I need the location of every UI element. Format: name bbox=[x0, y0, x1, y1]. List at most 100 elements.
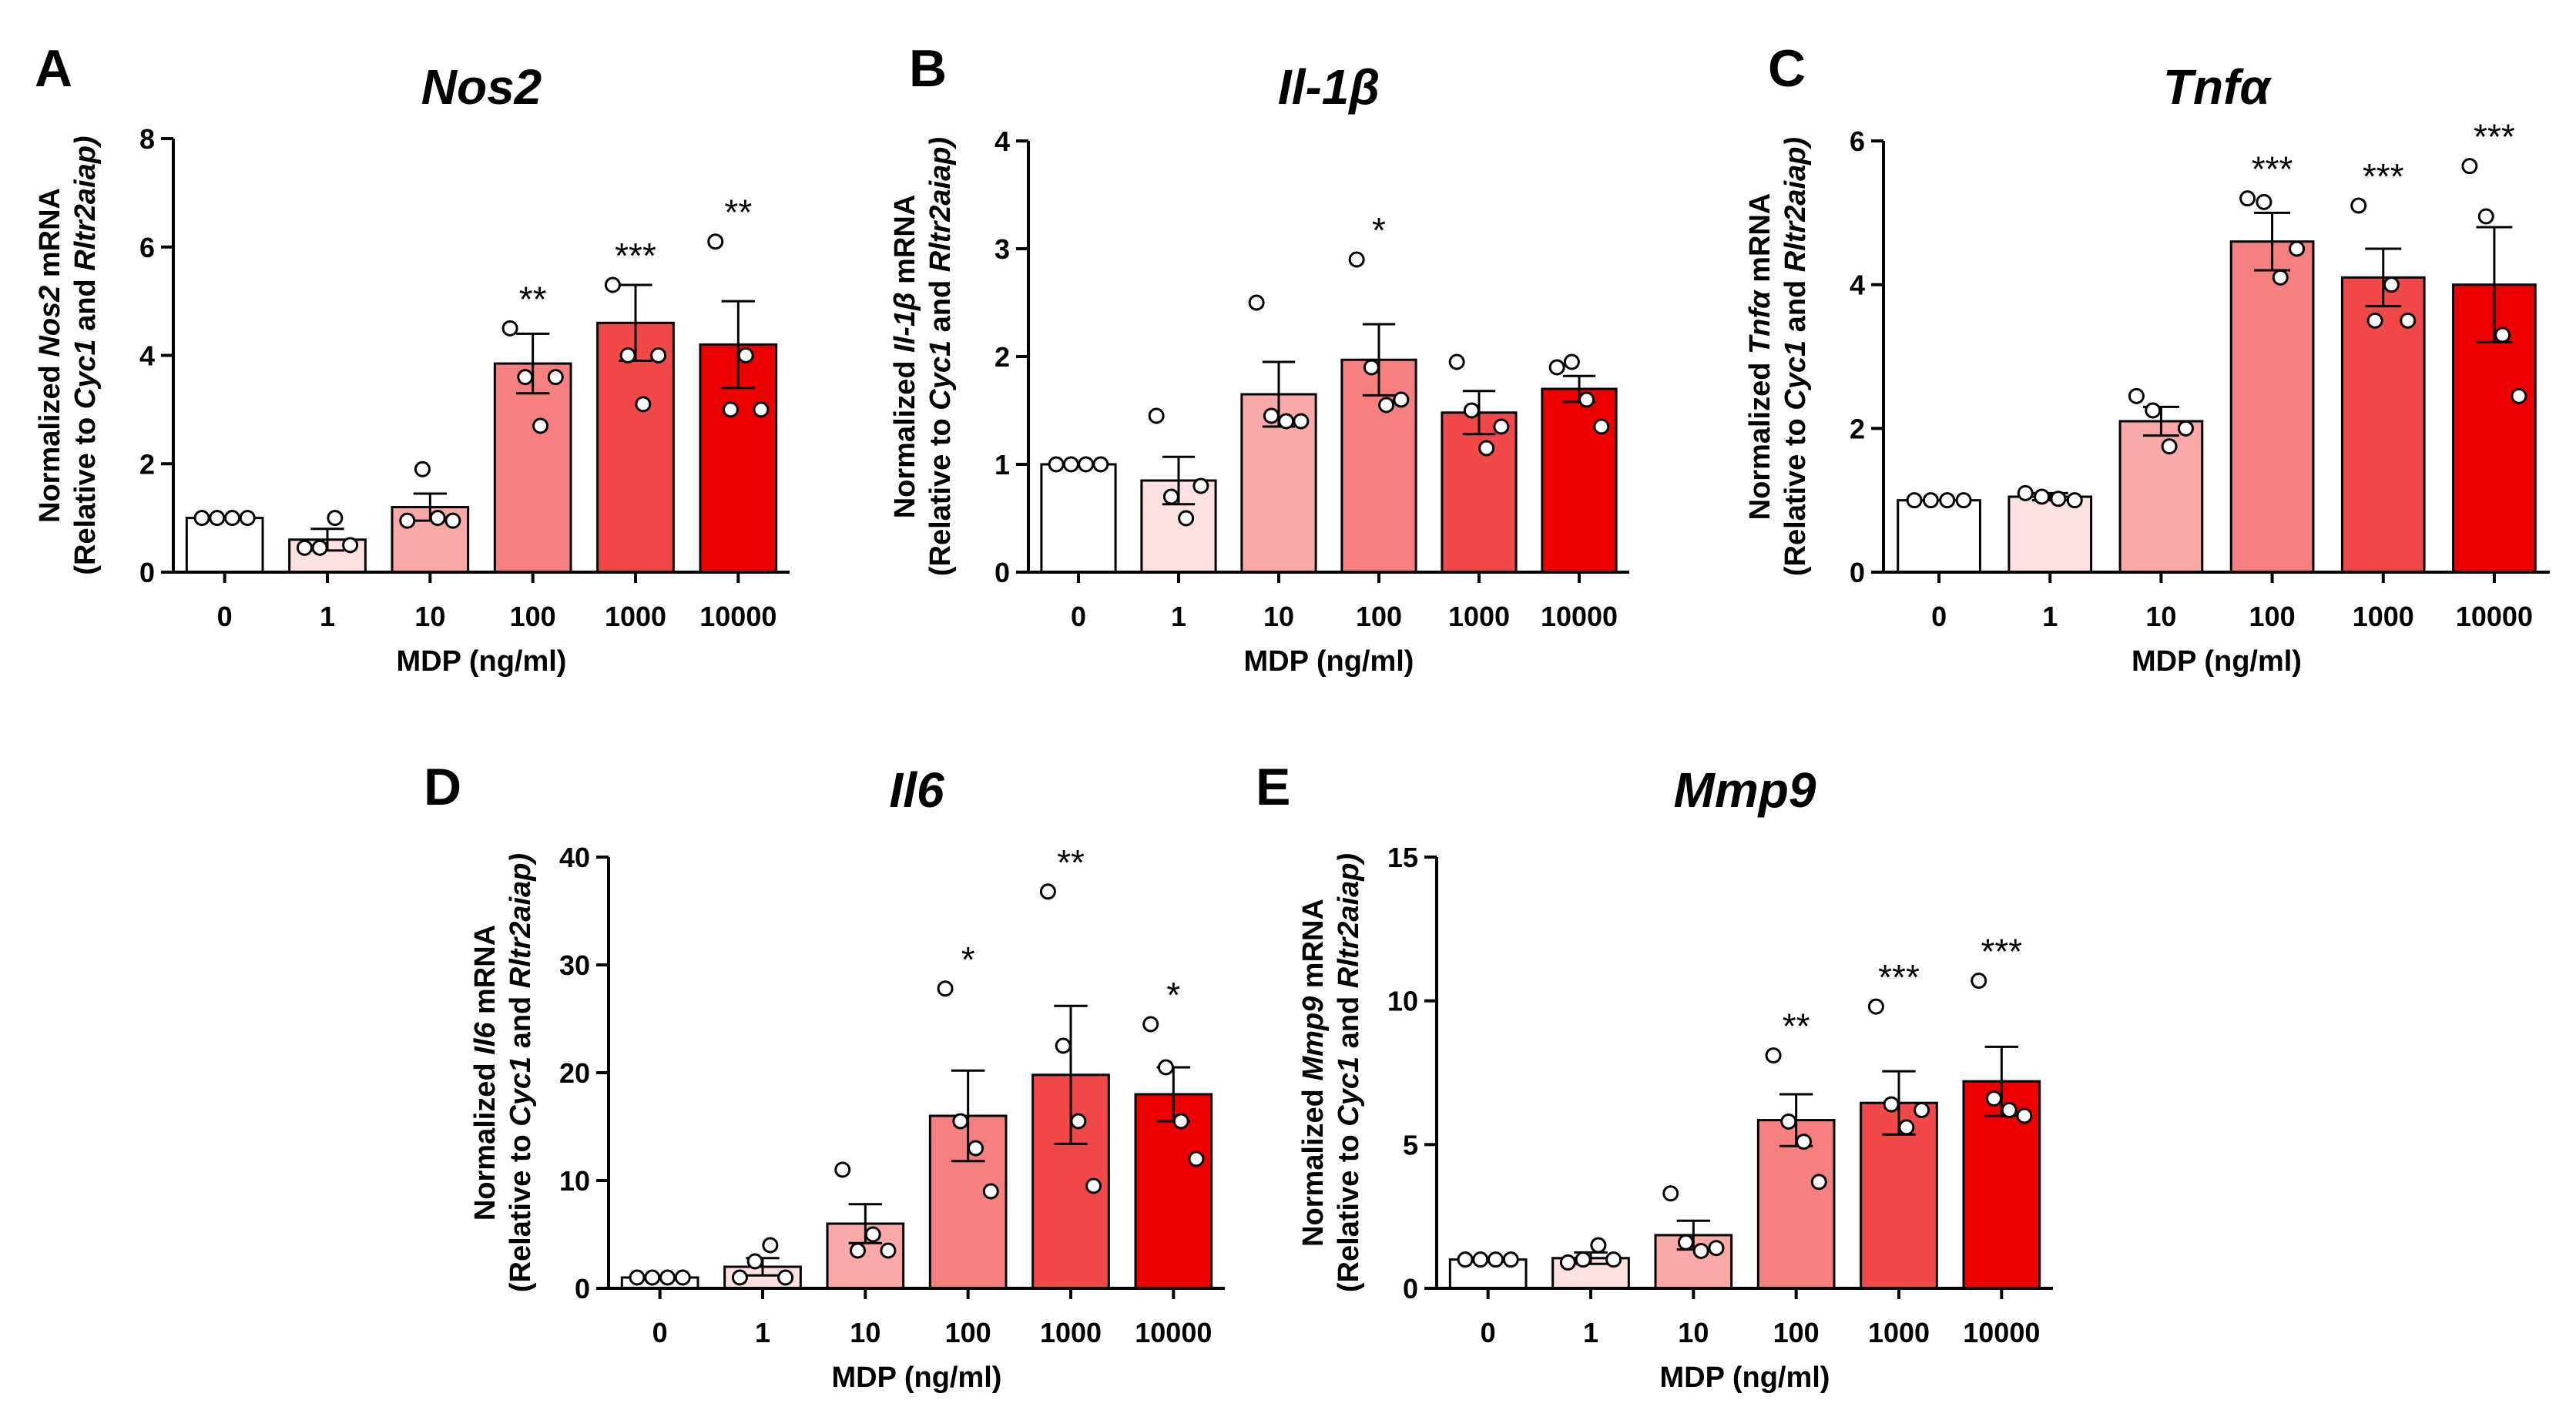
bar bbox=[699, 343, 778, 574]
x-tick-label: 0 bbox=[217, 601, 233, 632]
bar bbox=[2229, 240, 2315, 574]
x-tick-label: 1 bbox=[2042, 601, 2058, 632]
y-tick-label: 0 bbox=[139, 557, 155, 588]
y-tick-label: 10 bbox=[559, 1165, 590, 1197]
data-point bbox=[1070, 1113, 1087, 1130]
data-point bbox=[1055, 1037, 1072, 1054]
y-axis-label-part: and bbox=[924, 272, 957, 340]
y-axis-label-part: Rltr2aiap) bbox=[1333, 853, 1365, 988]
data-point bbox=[2350, 197, 2367, 214]
data-point bbox=[1142, 1016, 1159, 1033]
data-point bbox=[1078, 456, 1095, 473]
y-axis-label-part: mRNA bbox=[469, 925, 501, 1023]
x-tick-label: 1000 bbox=[1448, 601, 1510, 632]
y-axis-label-part: Cyc1 bbox=[924, 340, 957, 410]
data-point bbox=[968, 1140, 984, 1157]
data-point bbox=[849, 1242, 866, 1259]
y-tick-label: 3 bbox=[995, 233, 1010, 265]
data-point bbox=[1548, 359, 1565, 376]
y-axis-label-part: Mmp9 bbox=[1297, 996, 1330, 1081]
data-point bbox=[1178, 510, 1195, 527]
data-point bbox=[731, 1269, 748, 1286]
data-point bbox=[2272, 269, 2289, 286]
y-tick-label: 30 bbox=[559, 949, 590, 981]
y-axis-label-part: mRNA bbox=[1297, 899, 1330, 996]
data-point bbox=[1883, 1096, 1900, 1113]
chart-title: Mmp9 bbox=[1674, 762, 1816, 818]
x-tick-label: 100 bbox=[1773, 1317, 1820, 1348]
data-point bbox=[1172, 1113, 1189, 1130]
chart-title: Nos2 bbox=[421, 59, 542, 115]
panel-letter: D bbox=[424, 758, 461, 816]
data-point bbox=[644, 1269, 661, 1286]
significance-label: * bbox=[961, 939, 975, 980]
data-point bbox=[2383, 276, 2400, 293]
data-point bbox=[1363, 359, 1380, 376]
panel-letter: B bbox=[909, 39, 947, 98]
x-tick-label: 0 bbox=[1931, 601, 1947, 632]
bar bbox=[1040, 463, 1117, 574]
data-point bbox=[414, 460, 431, 477]
y-axis-label-part: Rltr2aiap) bbox=[505, 853, 537, 988]
data-point bbox=[1393, 391, 1410, 408]
x-tick-label: 1 bbox=[1171, 601, 1186, 632]
panel-letter: A bbox=[35, 39, 72, 98]
chart-title: Il6 bbox=[889, 762, 944, 818]
data-point bbox=[650, 347, 667, 363]
y-axis-label: Normalized Tnfα mRNA bbox=[1744, 193, 1776, 521]
y-axis-label-part: (Relative to bbox=[69, 409, 102, 574]
y-axis-label-part: and bbox=[505, 988, 537, 1057]
x-tick-label: 10000 bbox=[1963, 1317, 2040, 1348]
data-point bbox=[1810, 1174, 1827, 1191]
data-point bbox=[746, 1253, 763, 1270]
y-axis-label-part: Cyc1 bbox=[69, 339, 102, 409]
significance-label: *** bbox=[2474, 117, 2515, 157]
data-point bbox=[444, 512, 461, 529]
data-point bbox=[952, 1113, 969, 1130]
bar bbox=[1541, 387, 1618, 574]
data-point bbox=[1463, 402, 1480, 419]
data-point bbox=[1157, 1059, 1174, 1076]
x-axis-label: MDP (ng/ml) bbox=[1660, 1361, 1830, 1394]
data-point bbox=[722, 401, 739, 418]
data-point bbox=[2494, 327, 2511, 343]
y-tick-label: 0 bbox=[1403, 1273, 1418, 1304]
data-point bbox=[2366, 312, 2383, 329]
data-point bbox=[604, 276, 621, 293]
data-point bbox=[937, 980, 954, 997]
x-tick-label: 100 bbox=[2249, 601, 2296, 632]
data-point bbox=[193, 510, 210, 527]
y-tick-label: 10 bbox=[1387, 986, 1418, 1017]
data-point bbox=[1677, 1234, 1694, 1251]
y-tick-label: 4 bbox=[139, 340, 155, 372]
data-point bbox=[2461, 158, 2478, 175]
bar bbox=[185, 517, 264, 574]
x-tick-label: 1000 bbox=[605, 601, 666, 632]
data-point bbox=[707, 233, 724, 250]
y-axis-label: (Relative to Cyc1 and Rltr2aiap) bbox=[1333, 853, 1365, 1292]
x-tick-label: 0 bbox=[652, 1317, 668, 1348]
x-tick-label: 0 bbox=[1481, 1317, 1496, 1348]
y-axis-label-part: Rltr2aiap) bbox=[1779, 137, 1812, 272]
data-point bbox=[501, 320, 518, 337]
x-axis-label: MDP (ng/ml) bbox=[2132, 645, 2302, 678]
y-axis-label-part: Normalized bbox=[1297, 1081, 1330, 1247]
data-point bbox=[2034, 488, 2051, 505]
data-point bbox=[2400, 312, 2417, 329]
significance-label: *** bbox=[2363, 156, 2404, 196]
data-point bbox=[1575, 1251, 1592, 1268]
data-point bbox=[737, 347, 754, 363]
y-axis-label: (Relative to Cyc1 and Rltr2aiap) bbox=[505, 853, 537, 1292]
data-point bbox=[296, 539, 313, 556]
data-point bbox=[1348, 251, 1365, 268]
data-point bbox=[1708, 1240, 1725, 1257]
y-tick-label: 2 bbox=[1850, 413, 1865, 444]
y-axis-label-part: mRNA bbox=[1744, 193, 1776, 291]
x-tick-label: 10 bbox=[2145, 601, 2176, 632]
y-axis-label-part: Il6 bbox=[469, 1022, 501, 1055]
bar bbox=[2007, 495, 2093, 574]
data-point bbox=[2016, 1107, 2033, 1124]
